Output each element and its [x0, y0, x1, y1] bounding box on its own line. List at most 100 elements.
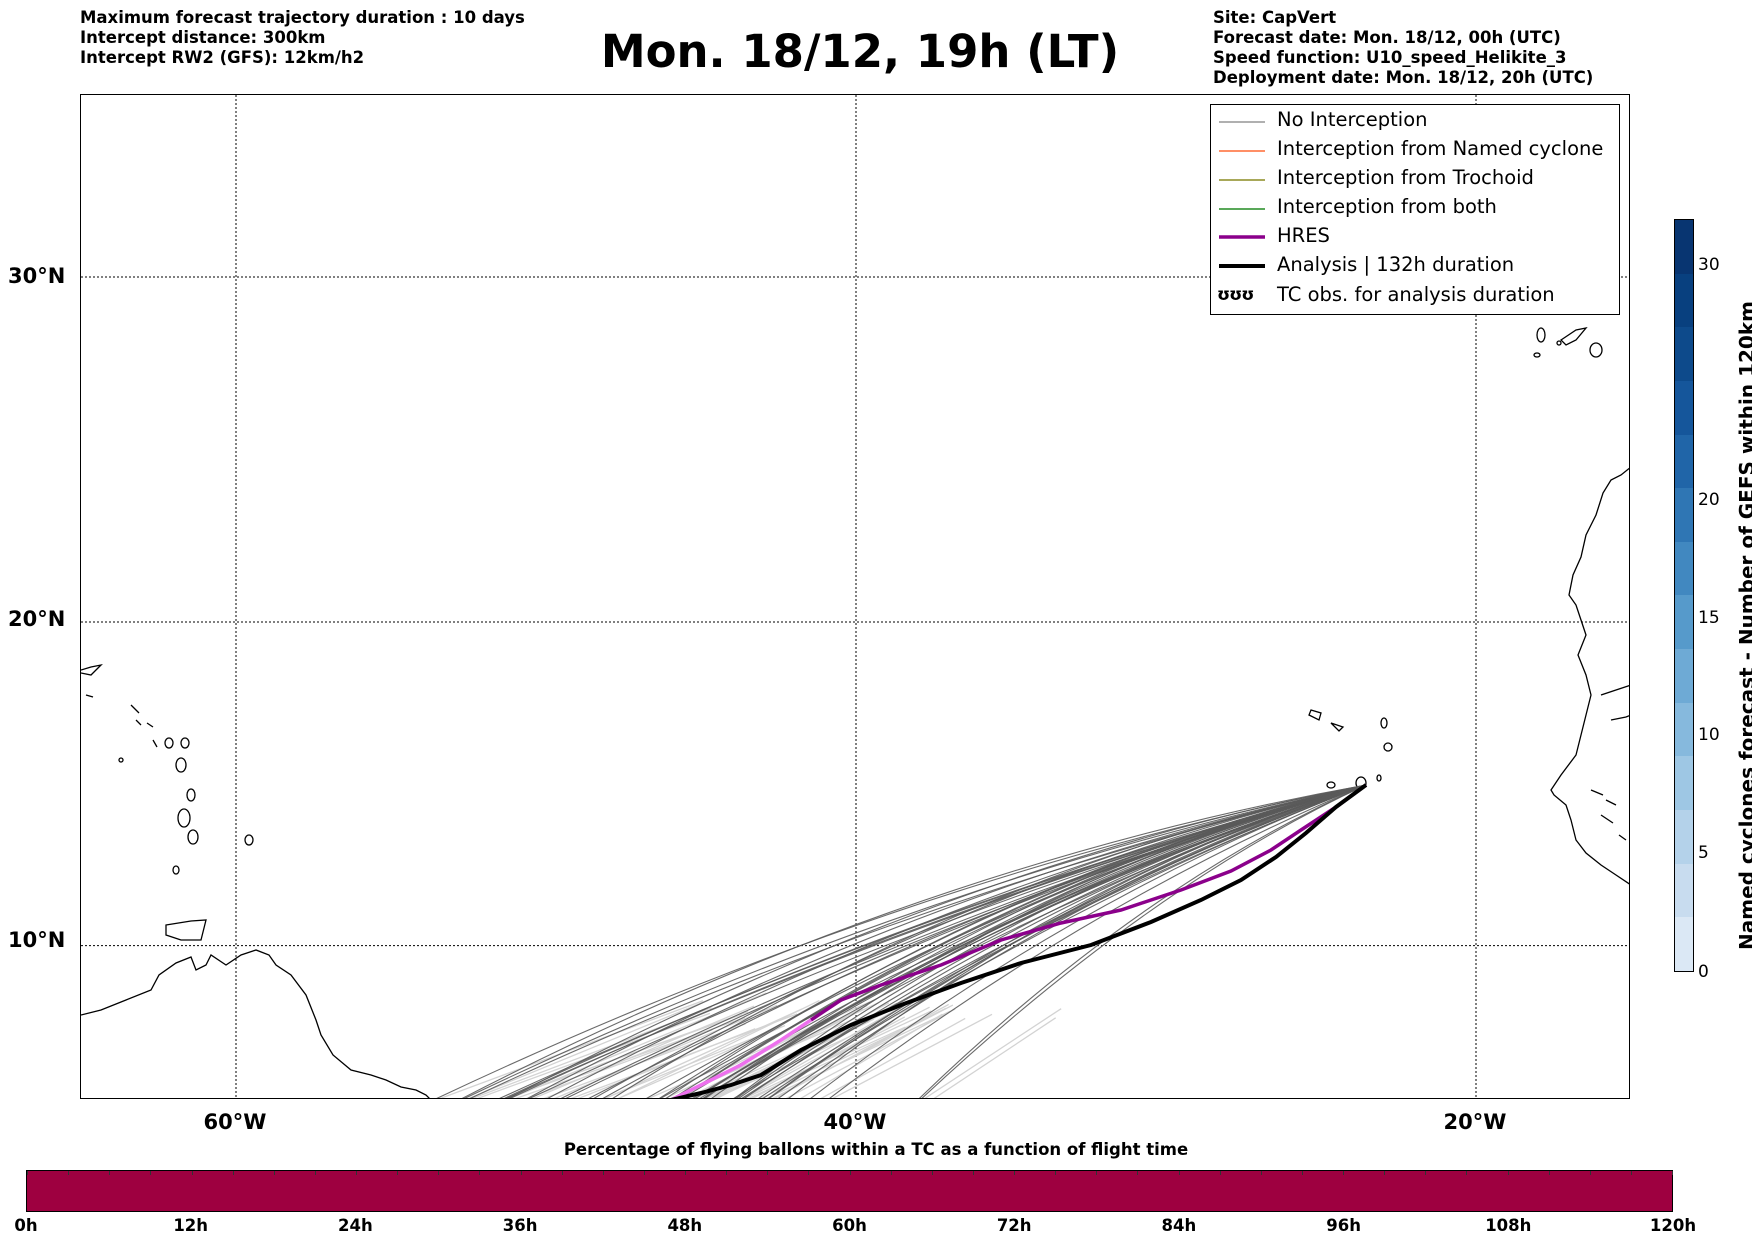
legend-item-trochoid: Interception from Trochoid [1211, 164, 1619, 193]
header-left-line: Intercept distance: 300km [80, 28, 326, 47]
coastline-segment [1600, 684, 1629, 696]
colorbar-tickmark [1096, 1171, 1098, 1175]
lat-label-10n: 10°N [8, 928, 66, 952]
colorbar-tickmark [890, 1171, 892, 1175]
ensemble-trajectory [699, 784, 1367, 1098]
colorbar-segment [1675, 917, 1693, 971]
colorbar-tick-label: 24h [338, 1216, 373, 1235]
colorbar-tick: 30 [1698, 255, 1720, 275]
colorbar-segment [1675, 541, 1693, 596]
coastline-segment [1556, 340, 1562, 346]
colorbar-segment [1675, 220, 1693, 274]
hres-line-tail [671, 1018, 812, 1098]
colorbar-tickmark [1548, 1171, 1550, 1175]
coastline-segment [180, 737, 190, 749]
legend-item-tc-obs: ʊʊʊ TC obs. for analysis duration [1211, 281, 1619, 310]
colorbar-tickmark [356, 1171, 357, 1175]
ensemble-trajectory [646, 784, 1367, 1098]
colorbar-tickmark [150, 1171, 152, 1175]
coastline-segment [165, 919, 207, 941]
colorbar-tickmark [1589, 1171, 1591, 1175]
colorbar-segment [1675, 327, 1693, 381]
colorbar-tickmark [520, 1171, 522, 1175]
lat-label-30n: 30°N [8, 264, 66, 288]
lat-label-20n: 20°N [8, 607, 66, 631]
ensemble-trajectory [469, 784, 1367, 1098]
lon-label-20w: 20°W [1443, 1110, 1507, 1134]
legend-label: Interception from Named cyclone [1277, 137, 1604, 160]
colorbar-tickmark [1137, 1171, 1139, 1175]
colorbar-segment [1675, 702, 1693, 757]
ensemble-trajectory [777, 784, 1367, 1098]
cyclone-count-colorbar [1674, 219, 1694, 972]
coastline-segment [186, 788, 196, 802]
colorbar-tick: 20 [1698, 490, 1720, 510]
colorbar-tick-label: 72h [996, 1216, 1032, 1235]
colorbar-tick: 0 [1698, 962, 1709, 982]
colorbar-segment [1675, 756, 1693, 811]
colorbar-segment [1675, 434, 1693, 489]
ensemble-trajectory-tail [670, 1017, 857, 1098]
header-right-line: Forecast date: Mon. 18/12, 00h (UTC) [1213, 28, 1561, 47]
coastline-segment [1590, 789, 1627, 841]
colorbar-tickmark [849, 1171, 851, 1175]
ensemble-trajectory [733, 784, 1367, 1098]
colorbar-tick-label: 96h [1326, 1216, 1361, 1235]
colorbar-segment [1675, 380, 1693, 435]
colorbar-tick: 15 [1698, 608, 1720, 628]
ensemble-trajectory [509, 784, 1367, 1098]
ensemble-trajectory-tail [766, 1010, 951, 1098]
ensemble-trajectory-tail [832, 1013, 993, 1098]
colorbar-tick-label: 12h [173, 1216, 209, 1235]
colorbar-tick-label: 120h [1649, 1216, 1697, 1235]
coastline-segment [118, 757, 124, 763]
legend-swatch [1219, 121, 1265, 123]
colorbar-tickmark [931, 1171, 933, 1175]
hres-trajectory [671, 783, 1368, 1098]
coastline-segment [177, 808, 191, 828]
colorbar-tickmark [397, 1171, 399, 1175]
coastline-segment [1559, 327, 1588, 346]
legend-swatch [1219, 150, 1265, 152]
colorbar-tickmark [726, 1171, 728, 1175]
legend-item-named-cyclone: Interception from Named cyclone [1211, 135, 1619, 164]
colorbar-tick-label: 36h [502, 1216, 538, 1235]
colorbar-tickmark [479, 1171, 481, 1175]
colorbar-tickmark [438, 1171, 440, 1175]
coastline-segment [172, 865, 180, 875]
ensemble-trajectory [461, 784, 1367, 1098]
colorbar-segment [1675, 595, 1693, 650]
colorbar-tickmark [109, 1171, 111, 1175]
header-left-info: Maximum forecast trajectory duration : 1… [80, 8, 525, 68]
colorbar-tickmark [767, 1171, 769, 1175]
coastline-segment [1308, 709, 1322, 721]
colorbar-tickmark [1425, 1171, 1427, 1175]
ensemble-trajectory [704, 784, 1367, 1098]
legend-label: Interception from both [1277, 195, 1497, 218]
tc-symbol-icon: ʊʊʊ [1217, 285, 1254, 305]
colorbar-tick-label: 84h [1161, 1216, 1197, 1235]
colorbar-tickmark [1055, 1171, 1057, 1175]
colorbar-tick: 5 [1698, 843, 1709, 863]
ensemble-trajectory [829, 784, 1367, 1098]
coastline-segment [1533, 352, 1541, 358]
legend-item-hres: HRES [1211, 222, 1619, 251]
coastline-segment [81, 663, 103, 676]
ensemble-trajectory [921, 784, 1367, 1098]
colorbar-tickmark [1260, 1171, 1262, 1175]
coastline-segment [187, 829, 199, 845]
coastline-segment [81, 949, 430, 1098]
legend-label: HRES [1277, 224, 1330, 247]
ensemble-trajectory-tail [924, 1008, 1062, 1098]
header-left-line: Maximum forecast trajectory duration : 1… [80, 8, 525, 27]
lon-label-40w: 40°W [823, 1110, 887, 1134]
legend-label: TC obs. for analysis duration [1277, 283, 1555, 306]
legend-item-analysis: Analysis | 132h duration [1211, 251, 1619, 280]
map-title: Mon. 18/12, 19h (LT) [600, 25, 1120, 78]
ensemble-trajectory-tail [820, 1017, 966, 1098]
coastline-segment [1536, 327, 1546, 343]
ensemble-trajectory [527, 784, 1367, 1098]
hres-line [810, 783, 1368, 1022]
legend-label: Analysis | 132h duration [1277, 253, 1515, 276]
colorbar-tickmark [1178, 1171, 1180, 1175]
